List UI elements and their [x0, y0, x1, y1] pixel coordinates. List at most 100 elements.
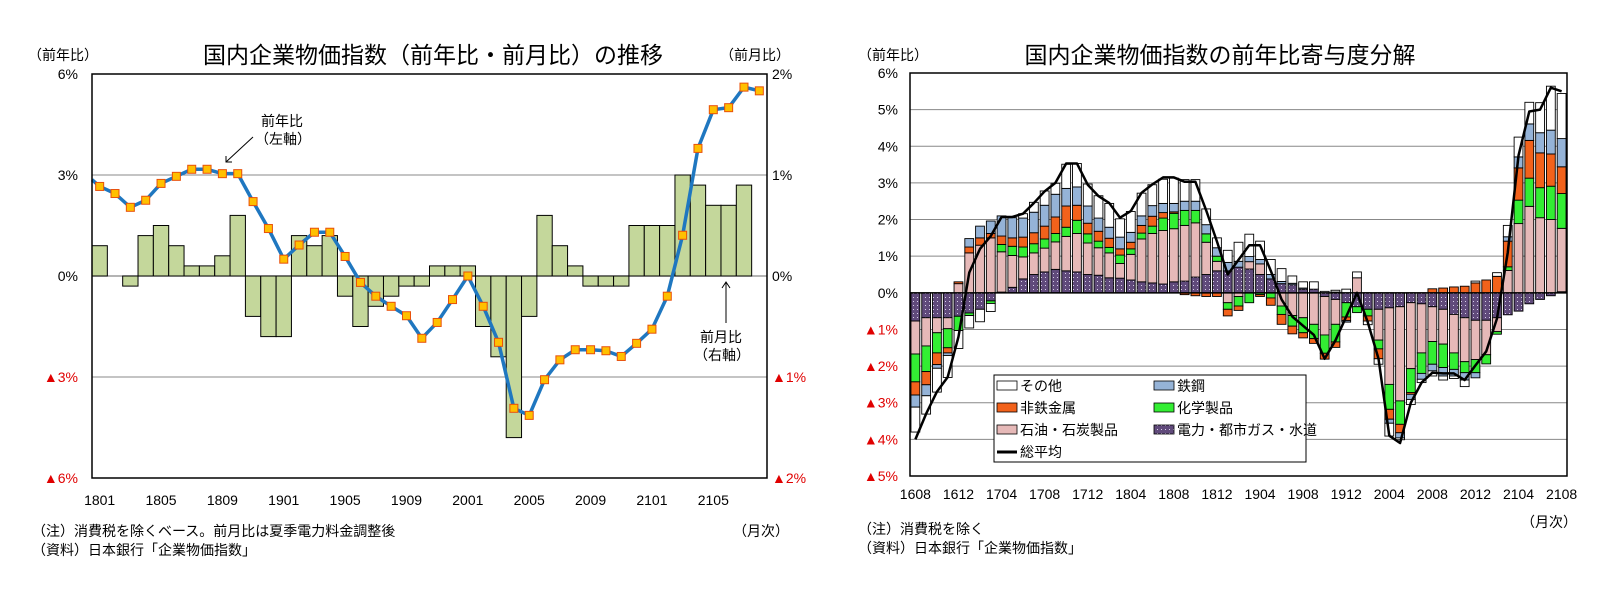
- stack-segment-chemical: [1158, 217, 1168, 231]
- stack-segment-nonferrous: [1039, 225, 1050, 240]
- stack-segment-petroleum: [1028, 252, 1039, 275]
- stack-segment-petroleum: [1061, 235, 1072, 272]
- stack-segment-nonferrous: [932, 352, 942, 366]
- stack-segment-petroleum: [1427, 306, 1438, 342]
- stack-segment-nonferrous: [1093, 230, 1104, 242]
- y-tick-label: 0%: [878, 285, 898, 301]
- stack-segment-petroleum: [1524, 205, 1535, 294]
- stack-segment-steel: [1115, 236, 1125, 250]
- stack-segment-steel: [1190, 200, 1201, 211]
- x-tick-label: 2005: [514, 492, 545, 508]
- legend-swatch: [1153, 402, 1175, 413]
- mom-bar: [244, 275, 262, 317]
- stack-segment-utilities: [1201, 274, 1212, 294]
- stack-segment-utilities: [1072, 271, 1082, 294]
- stack-segment-chemical: [1190, 209, 1201, 224]
- yoy-marker: [478, 301, 488, 311]
- yoy-marker: [401, 311, 411, 321]
- stack-segment-utilities: [1147, 282, 1158, 294]
- stack-segment-petroleum: [1007, 254, 1018, 288]
- stack-segment-nonferrous: [1115, 248, 1125, 256]
- yoy-marker: [632, 338, 642, 348]
- mom-annotation-line2: （右軸）: [694, 347, 750, 363]
- stack-segment-chemical: [1524, 177, 1535, 207]
- stack-segment-other: [1330, 289, 1341, 293]
- x-tick-label: 2104: [1503, 486, 1534, 502]
- stack-segment-utilities: [1007, 286, 1018, 294]
- stack-segment-nonferrous: [953, 281, 964, 285]
- x-tick-label: 1804: [1115, 486, 1146, 502]
- legend-label: 総平均: [1020, 444, 1062, 460]
- right-chart-axis-unit: （前年比）: [858, 47, 928, 63]
- yoy-marker: [494, 337, 504, 347]
- stack-segment-petroleum: [1147, 233, 1158, 284]
- mom-bar: [735, 184, 753, 277]
- yoy-marker: [325, 227, 335, 237]
- stack-segment-utilities: [1395, 292, 1405, 308]
- mom-bar: [260, 275, 277, 338]
- stack-segment-utilities: [1050, 268, 1061, 294]
- stack-segment-petroleum: [1330, 298, 1341, 325]
- stack-segment-steel: [932, 364, 942, 369]
- stack-segment-chemical: [1082, 233, 1093, 244]
- y-tick-label: 3%: [878, 175, 898, 191]
- legend-item-total: 総平均: [997, 444, 1062, 460]
- mom-bar: [336, 275, 354, 297]
- yoy-marker: [371, 291, 381, 301]
- mom-bar: [183, 265, 200, 277]
- stack-segment-utilities: [1018, 278, 1028, 294]
- legend-item-nonferrous: 非鉄金属: [996, 400, 1076, 416]
- y-tick-label: 6%: [878, 65, 898, 81]
- stack-segment-nonferrous: [910, 381, 921, 396]
- stack-segment-nonferrous: [1028, 232, 1039, 245]
- stack-segment-chemical: [1212, 255, 1222, 262]
- stack-segment-steel: [1158, 202, 1168, 214]
- stack-segment-petroleum: [1018, 256, 1028, 280]
- stack-segment-petroleum: [1556, 227, 1567, 293]
- stack-segment-utilities: [942, 292, 953, 319]
- legend-label: その他: [1020, 378, 1062, 394]
- yoy-marker: [662, 291, 672, 301]
- stack-segment-chemical: [1093, 240, 1104, 249]
- stack-segment-petroleum: [1352, 277, 1362, 294]
- mom-bar: [521, 275, 538, 317]
- stack-segment-chemical: [1007, 245, 1018, 256]
- stack-segment-chemical: [1169, 212, 1179, 230]
- stack-segment-chemical: [1147, 225, 1158, 234]
- stack-segment-nonferrous: [1265, 297, 1276, 306]
- stack-segment-petroleum: [1319, 296, 1330, 336]
- mom-bar: [444, 265, 461, 277]
- stack-segment-petroleum: [1405, 302, 1416, 370]
- yoy-marker: [171, 171, 181, 181]
- x-tick-label: 2001: [452, 492, 483, 508]
- right-chart: 国内企業物価指数の前年比寄与度分解 （前年比） 6% 5% 4% 3% 2% 1% 0% ▲1…: [858, 42, 1577, 556]
- yoy-marker: [125, 202, 135, 212]
- stack-segment-steel: [975, 225, 985, 239]
- stack-segment-steel: [1136, 215, 1147, 226]
- left-chart-source: （資料）日本銀行「企業物価指数」: [32, 542, 256, 558]
- stack-segment-steel: [964, 238, 975, 248]
- legend-swatch: [996, 424, 1018, 435]
- yoy-marker: [724, 103, 734, 113]
- left-chart: 国内企業物価指数（前年比・前月比）の推移 （前年比） （前月比） 6% 3% 0% ▲…: [28, 42, 806, 558]
- stack-segment-nonferrous: [1276, 313, 1287, 325]
- stack-segment-petroleum: [1136, 238, 1147, 283]
- stack-segment-utilities: [1244, 268, 1255, 294]
- stack-segment-utilities: [1104, 277, 1115, 294]
- stack-segment-steel: [1082, 205, 1093, 224]
- stack-segment-steel: [1147, 205, 1158, 217]
- yoy-annotation-arrow-icon: [225, 136, 254, 163]
- stack-segment-utilities: [1362, 292, 1373, 310]
- yoy-marker: [340, 251, 350, 261]
- stack-segment-steel: [910, 394, 921, 408]
- stack-segment-nonferrous: [1459, 285, 1470, 294]
- left-y-tick-label: 6%: [58, 66, 78, 82]
- stack-segment-nonferrous: [942, 347, 953, 354]
- stack-segment-steel: [1341, 320, 1352, 323]
- stack-segment-utilities: [1179, 280, 1190, 294]
- stack-segment-petroleum: [1039, 247, 1050, 273]
- right-plot-border: [909, 72, 1568, 477]
- stack-segment-other: [1502, 224, 1513, 238]
- stack-segment-petroleum: [1309, 292, 1319, 325]
